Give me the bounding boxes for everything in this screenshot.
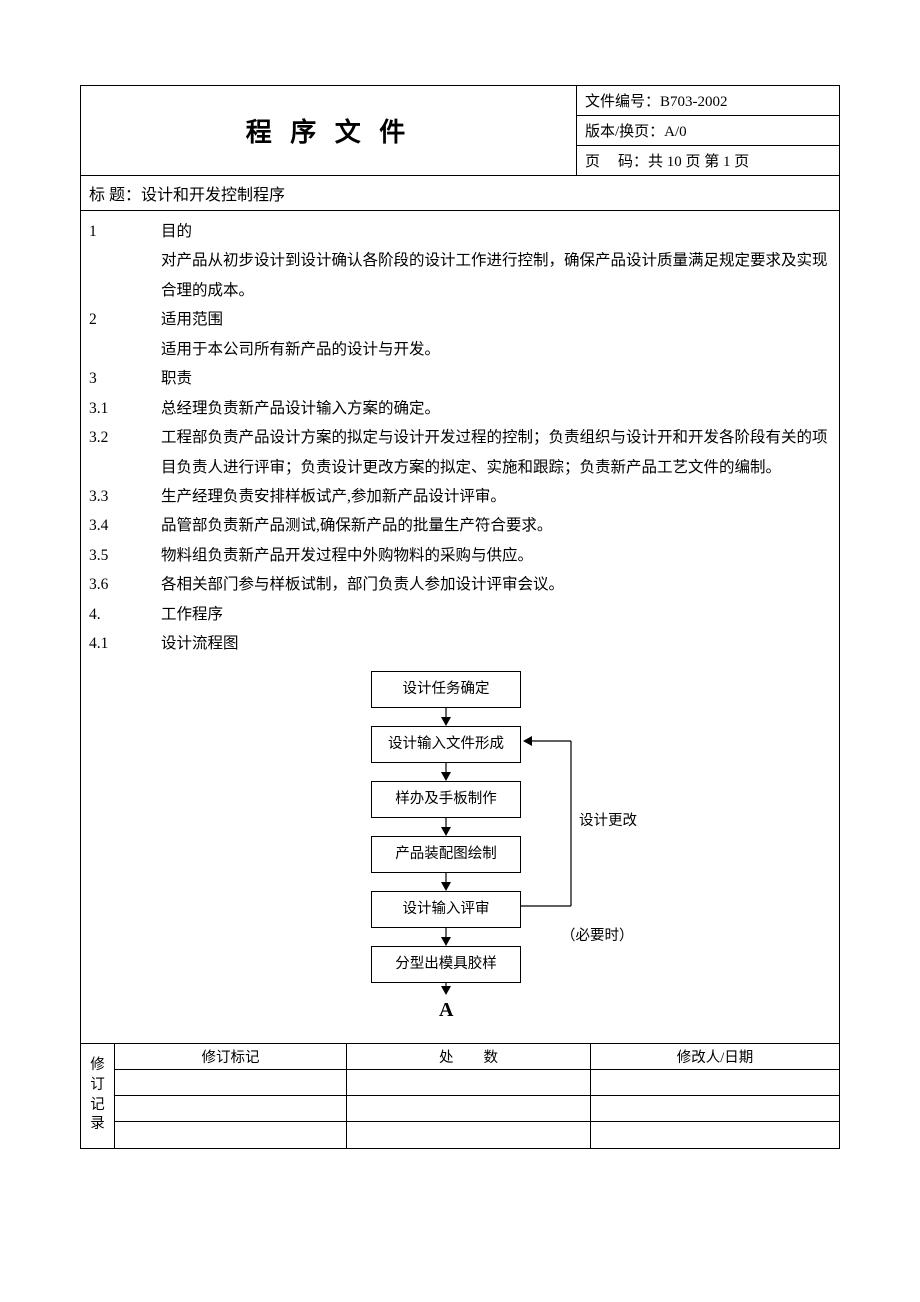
content-row: 3.1总经理负责新产品设计输入方案的确定。	[81, 394, 839, 423]
section-number: 3.1	[89, 394, 161, 423]
content-row: 3职责	[81, 364, 839, 393]
revision-header-cell: 处数	[347, 1044, 591, 1069]
revision-blank-cell	[115, 1070, 347, 1095]
content-body: 1目的对产品从初步设计到设计确认各阶段的设计工作进行控制，确保产品设计质量满足规…	[81, 211, 839, 1043]
section-text: 各相关部门参与样板试制，部门负责人参加设计评审会议。	[161, 570, 831, 599]
header-block: 程 序 文 件 文件编号：B703-2002 版本/换页：A/0 页码：共 10…	[81, 86, 839, 176]
section-text: 工程部负责产品设计方案的拟定与设计开发过程的控制；负责组织与设计开和开发各阶段有…	[161, 423, 831, 482]
revision-blank-cell	[591, 1096, 839, 1121]
page-label: 页	[585, 150, 618, 171]
revision-blank-row	[115, 1122, 839, 1148]
flow-node-n3: 样办及手板制作	[371, 781, 521, 819]
content-row: 4.工作程序	[81, 600, 839, 629]
section-text: 工作程序	[161, 600, 831, 629]
flow-node-n4: 产品装配图绘制	[371, 836, 521, 874]
section-number: 3	[89, 364, 161, 393]
revision-blank-cell	[591, 1122, 839, 1148]
revision-blank-cell	[347, 1096, 591, 1121]
content-row: 2适用范围	[81, 305, 839, 334]
revision-blank-cell	[347, 1070, 591, 1095]
section-number	[89, 335, 161, 364]
revision-header-row: 修订标记处数修改人/日期	[115, 1044, 839, 1070]
section-text: 物料组负责新产品开发过程中外购物料的采购与供应。	[161, 541, 831, 570]
section-number: 3.5	[89, 541, 161, 570]
document-title: 程 序 文 件	[81, 86, 577, 176]
section-text: 设计流程图	[161, 629, 831, 658]
meta-doc-no: 文件编号：B703-2002	[577, 86, 839, 116]
doc-no-value: B703-2002	[660, 94, 728, 110]
flow-node-n1: 设计任务确定	[371, 671, 521, 709]
page-value: 共 10 页 第 1 页	[648, 154, 749, 170]
content-row: 适用于本公司所有新产品的设计与开发。	[81, 335, 839, 364]
content-row: 4.1设计流程图	[81, 629, 839, 658]
section-number	[89, 246, 161, 305]
doc-no-label: 文件编号：	[585, 90, 660, 111]
section-number: 3.6	[89, 570, 161, 599]
subject-label: 标 题：	[89, 187, 141, 204]
flow-node-n2: 设计输入文件形成	[371, 726, 521, 764]
section-text: 品管部负责新产品测试,确保新产品的批量生产符合要求。	[161, 511, 831, 540]
content-row: 3.6各相关部门参与样板试制，部门负责人参加设计评审会议。	[81, 570, 839, 599]
flowchart-area: 设计任务确定设计输入文件形成样办及手板制作产品装配图绘制设计输入评审分型出模具胶…	[81, 663, 839, 1043]
subject-row: 标 题：设计和开发控制程序	[81, 176, 839, 211]
page-label2: 码：	[618, 154, 648, 170]
version-value: A/0	[664, 124, 687, 140]
revision-header-cell: 修改人/日期	[591, 1044, 839, 1069]
revision-blank-cell	[347, 1122, 591, 1148]
flow-terminal-A: A	[439, 991, 453, 1029]
section-number: 3.3	[89, 482, 161, 511]
revision-blank-cell	[115, 1122, 347, 1148]
section-text: 对产品从初步设计到设计确认各阶段的设计工作进行控制，确保产品设计质量满足规定要求…	[161, 246, 831, 305]
content-row: 3.2工程部负责产品设计方案的拟定与设计开发过程的控制；负责组织与设计开和开发各…	[81, 423, 839, 482]
flow-node-n5: 设计输入评审	[371, 891, 521, 929]
flow-side-label: 设计更改	[579, 808, 637, 836]
revision-blank-row	[115, 1096, 839, 1122]
section-text: 适用于本公司所有新产品的设计与开发。	[161, 335, 831, 364]
section-number: 4.	[89, 600, 161, 629]
flow-paren-label: （必要时）	[561, 923, 634, 951]
content-row: 对产品从初步设计到设计确认各阶段的设计工作进行控制，确保产品设计质量满足规定要求…	[81, 246, 839, 305]
content-row: 3.3生产经理负责安排样板试产,参加新产品设计评审。	[81, 482, 839, 511]
revision-blank-cell	[591, 1070, 839, 1095]
section-number: 1	[89, 217, 161, 246]
section-number: 2	[89, 305, 161, 334]
flow-node-n6: 分型出模具胶样	[371, 946, 521, 984]
section-text: 目的	[161, 217, 831, 246]
revision-blank-cell	[115, 1096, 347, 1121]
section-text: 适用范围	[161, 305, 831, 334]
document-frame: 程 序 文 件 文件编号：B703-2002 版本/换页：A/0 页码：共 10…	[80, 85, 840, 1149]
content-row: 1目的	[81, 217, 839, 246]
section-text: 职责	[161, 364, 831, 393]
meta-page: 页码：共 10 页 第 1 页	[577, 146, 839, 176]
revision-grid: 修订标记处数修改人/日期	[115, 1044, 839, 1148]
revision-header-cell: 修订标记	[115, 1044, 347, 1069]
section-number: 4.1	[89, 629, 161, 658]
revision-blank-row	[115, 1070, 839, 1096]
section-number: 3.2	[89, 423, 161, 482]
revision-vertical-label: 修订记录	[81, 1044, 115, 1148]
revision-table: 修订记录 修订标记处数修改人/日期	[81, 1043, 839, 1148]
content-row: 3.5物料组负责新产品开发过程中外购物料的采购与供应。	[81, 541, 839, 570]
subject-text: 设计和开发控制程序	[141, 187, 285, 204]
version-label: 版本/换页：	[585, 120, 664, 141]
meta-version: 版本/换页：A/0	[577, 116, 839, 146]
header-meta: 文件编号：B703-2002 版本/换页：A/0 页码：共 10 页 第 1 页	[577, 86, 839, 176]
section-number: 3.4	[89, 511, 161, 540]
section-text: 生产经理负责安排样板试产,参加新产品设计评审。	[161, 482, 831, 511]
section-text: 总经理负责新产品设计输入方案的确定。	[161, 394, 831, 423]
content-row: 3.4品管部负责新产品测试,确保新产品的批量生产符合要求。	[81, 511, 839, 540]
